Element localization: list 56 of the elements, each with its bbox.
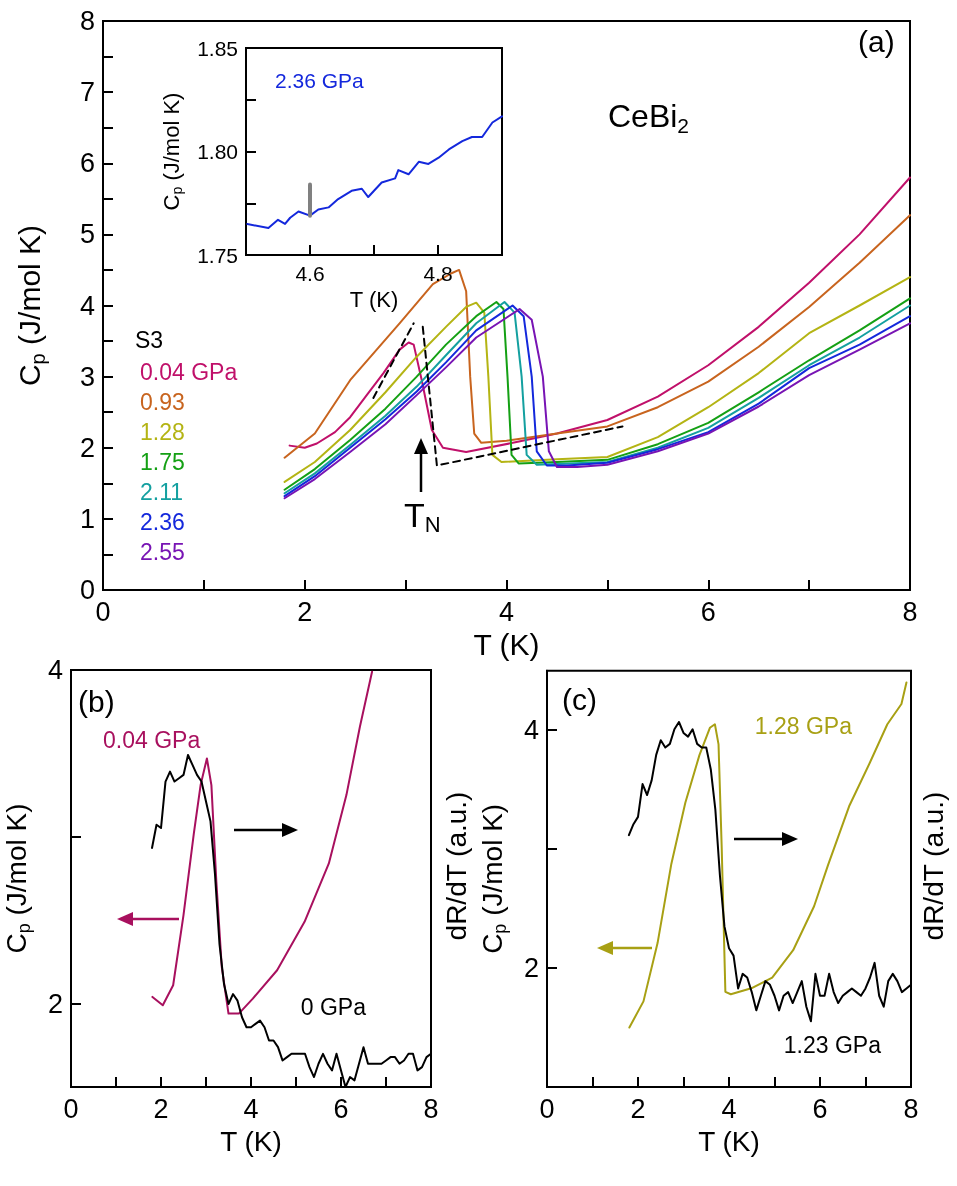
annotation: (b): [78, 684, 115, 718]
y-axis-title: Cp (J/mol K): [477, 803, 510, 954]
text: 1.75: [140, 448, 185, 475]
y-tick-label: 1.85: [197, 36, 238, 60]
x-axis-title: T (K): [349, 287, 399, 313]
y-tick-label: 0: [79, 575, 95, 605]
text: 2.36 GPa: [275, 69, 365, 92]
x-tick-label: 2: [297, 596, 313, 627]
text: 2.55: [140, 538, 185, 565]
x-tick-label: 2: [153, 1093, 169, 1124]
line-series: [246, 115, 503, 230]
y-axis-title: dR/dT (a.u.): [917, 791, 949, 941]
y-tick-label: 2: [79, 432, 95, 463]
series-label: 0 GPa: [300, 993, 367, 1020]
y-tick-label: 1: [79, 503, 95, 534]
x-tick-label: 6: [700, 596, 716, 627]
x-tick-label: 8: [902, 596, 918, 627]
x-axis-title: T (K): [473, 628, 540, 662]
x-tick-label: 6: [333, 1093, 349, 1124]
series-label: 1.28 GPa: [754, 713, 853, 740]
y-tick-label: 1.75: [197, 243, 238, 267]
y-tick-label: 1.80: [197, 140, 238, 163]
x-tick-label: 4.6: [295, 262, 325, 285]
y-axis-title: dR/dT (a.u.): [440, 791, 472, 941]
y-tick-label: 3: [79, 361, 95, 392]
line-series: [288, 176, 911, 454]
y-axis-title: Cp (J/mol K): [13, 224, 49, 387]
x-tick-label: 6: [812, 1093, 828, 1124]
y-tick-label: 6: [79, 148, 95, 179]
y-tick-label: 7: [79, 77, 95, 108]
x-tick-label: 8: [423, 1093, 439, 1124]
x-tick-label: 4: [498, 596, 515, 627]
text: 0.93: [140, 388, 185, 415]
y-tick-label: 8: [79, 6, 95, 36]
x-tick-label: 2: [630, 1093, 646, 1124]
y-tick-label: 5: [79, 219, 95, 250]
line-series: [151, 670, 374, 1015]
x-tick-label: 8: [903, 1093, 919, 1124]
x-axis-title: T (K): [220, 1125, 282, 1157]
annotation: (c): [562, 682, 597, 716]
x-axis-title: T (K): [698, 1125, 760, 1157]
y-tick-label: 4: [79, 290, 95, 321]
series-label: 0.04 GPa: [103, 726, 201, 753]
y-axis-title: Cp (J/mol K): [1, 803, 34, 954]
text: 1.28: [140, 418, 185, 445]
text: 2.36: [140, 508, 185, 535]
series-label: 1.23 GPa: [783, 1031, 882, 1058]
text: 2.11: [140, 478, 184, 505]
x-tick-label: 4.8: [423, 262, 453, 285]
legend-title: S3: [135, 326, 164, 353]
y-axis-title: Cp (J/mol K): [158, 92, 185, 211]
x-tick-label: 4: [243, 1093, 259, 1124]
line-series: [283, 214, 911, 459]
x-tick-label: 4: [721, 1093, 737, 1124]
annotation: (a): [858, 24, 895, 58]
text: 0.04 GPa: [140, 358, 238, 385]
